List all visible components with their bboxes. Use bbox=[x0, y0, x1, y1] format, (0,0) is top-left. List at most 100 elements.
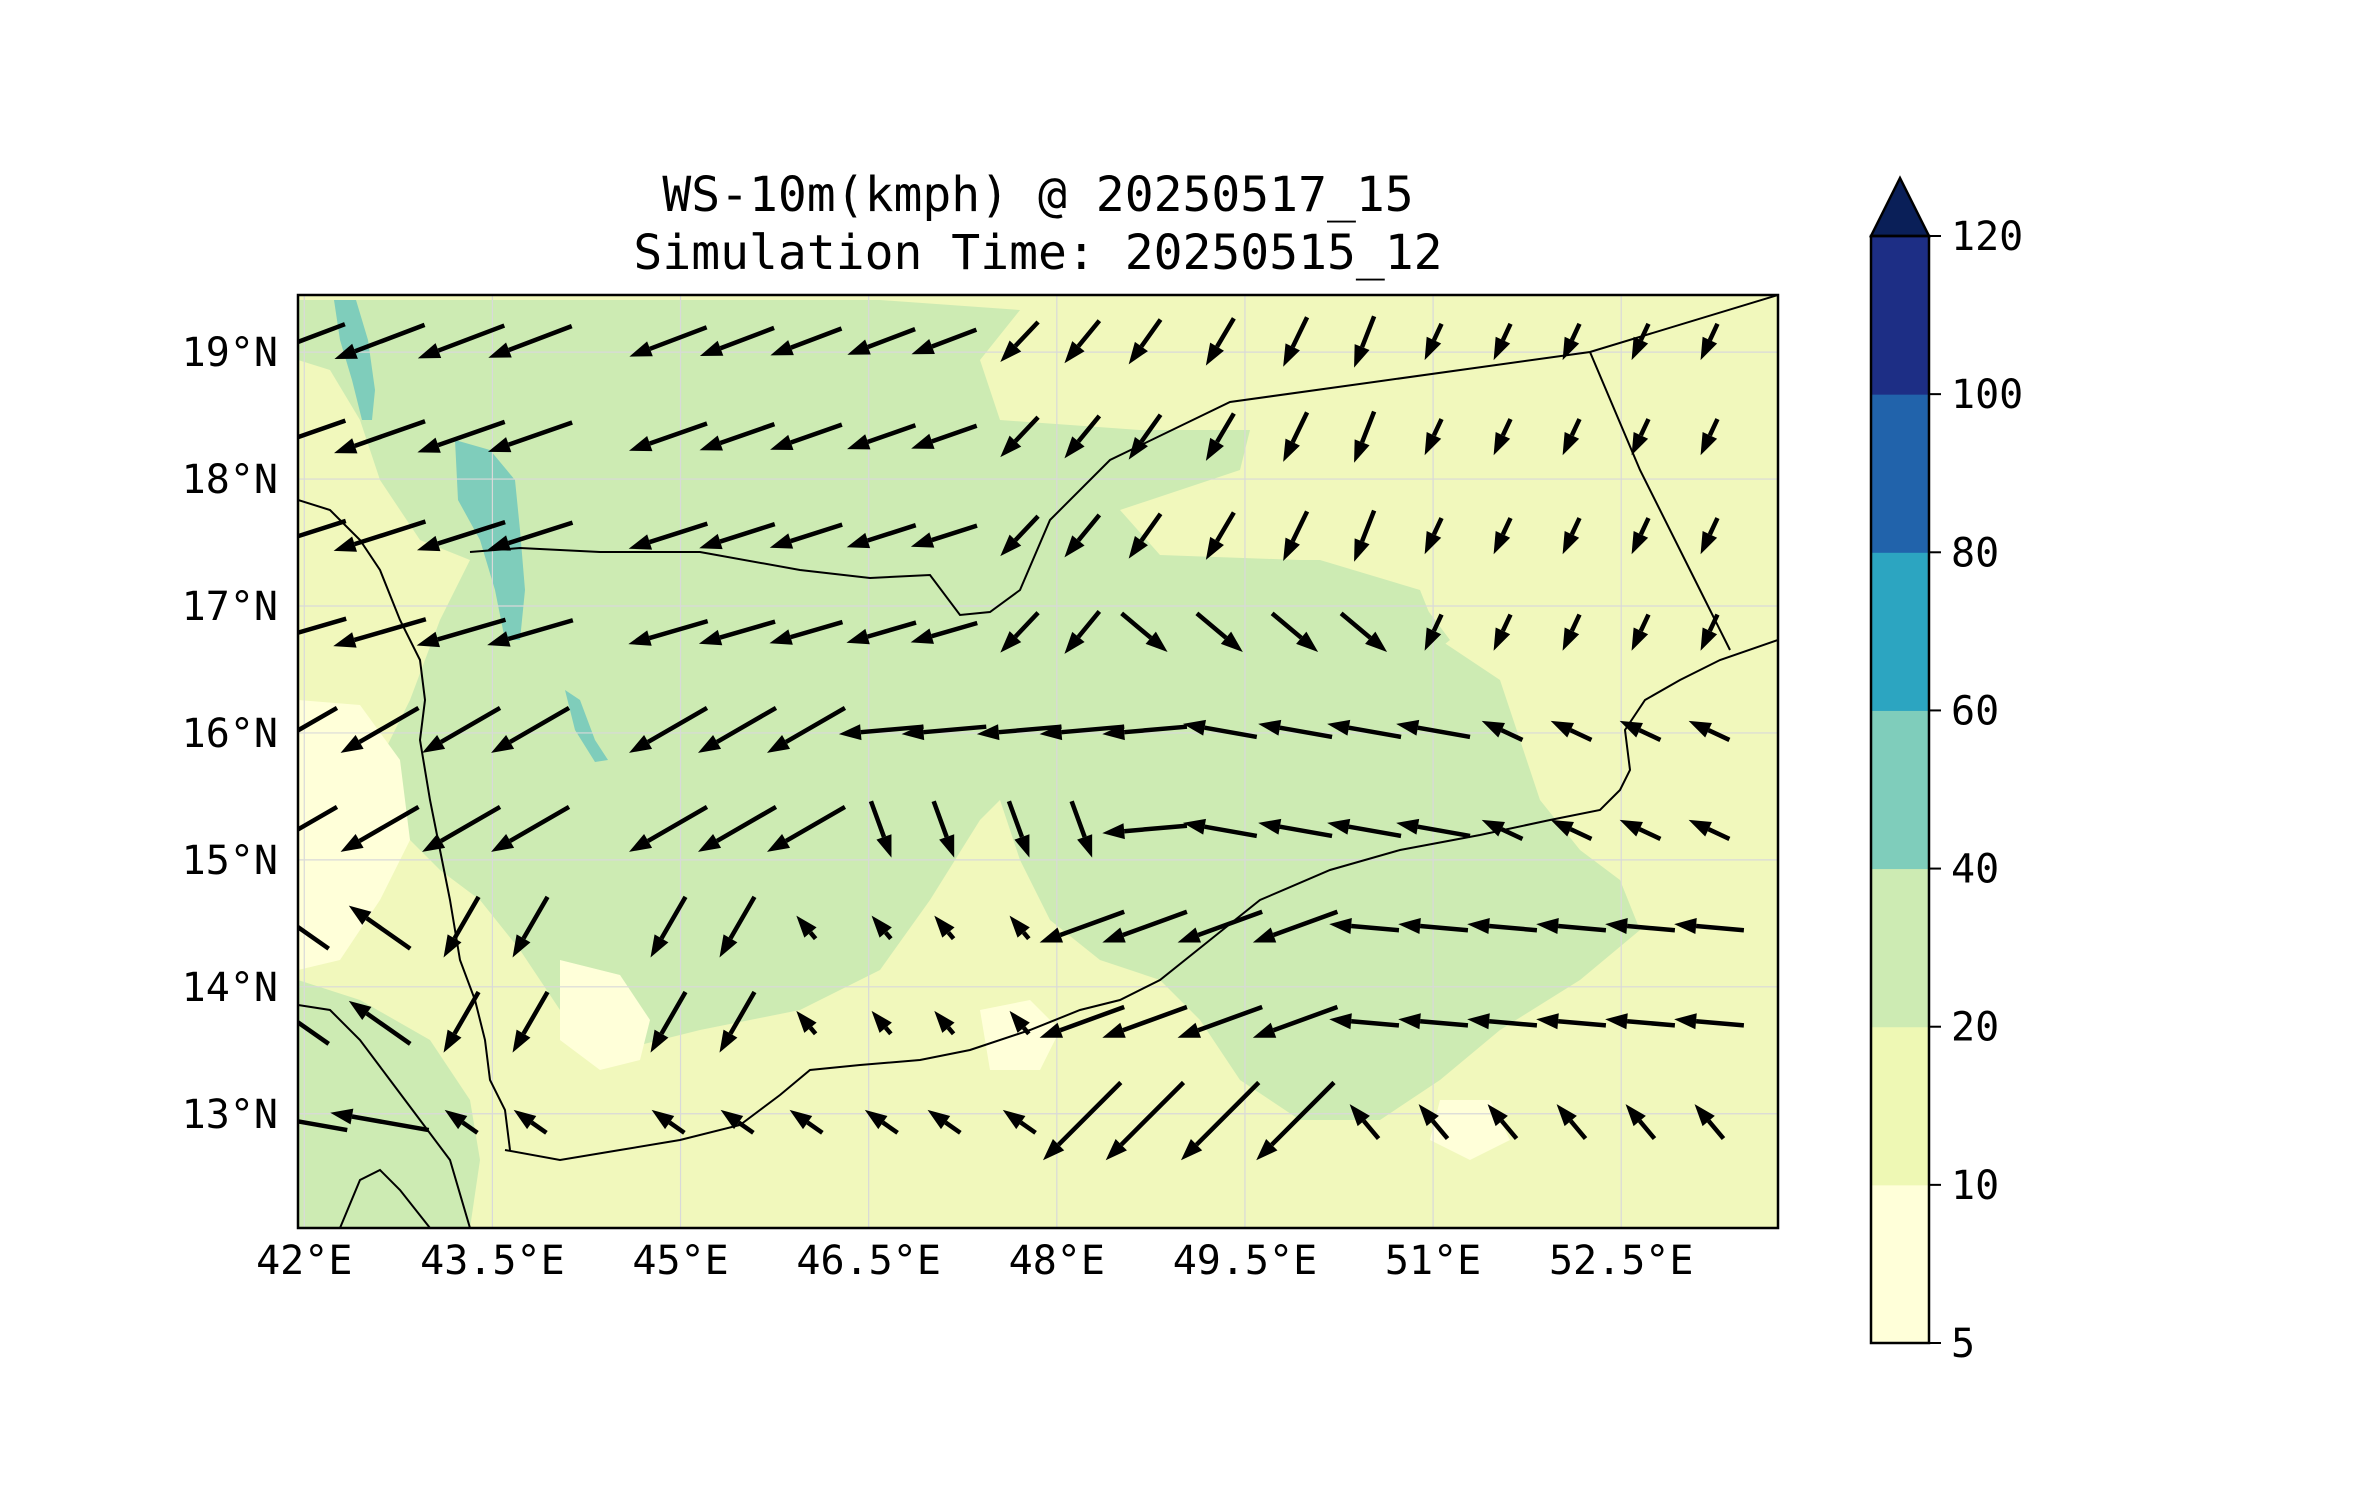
wind-arrow-head bbox=[334, 343, 358, 360]
wind-arrow-head bbox=[1493, 431, 1511, 456]
wind-arrow-shaft bbox=[1290, 316, 1310, 348]
y-tick-label: 16°N bbox=[182, 711, 278, 757]
wind-arrow bbox=[1064, 513, 1102, 558]
wind-arrow-shaft bbox=[354, 419, 426, 448]
wind-arrow-shaft bbox=[1215, 511, 1236, 543]
wind-arrow-shaft bbox=[1707, 827, 1731, 841]
wind-arrow bbox=[1700, 322, 1720, 361]
wind-arrow-shaft bbox=[1021, 931, 1031, 941]
wind-arrow bbox=[766, 705, 847, 753]
wind-arrow bbox=[699, 325, 775, 357]
wind-arrow bbox=[698, 705, 778, 753]
wind-arrow bbox=[298, 924, 331, 951]
wind-arrow bbox=[1205, 317, 1236, 366]
wind-arrow-shaft bbox=[1013, 611, 1040, 639]
wind-arrow bbox=[1205, 511, 1236, 560]
wind-arrow-shaft bbox=[298, 1119, 348, 1133]
wind-arrow-shaft bbox=[715, 804, 778, 843]
wind-arrow-shaft bbox=[1013, 415, 1040, 443]
wind-arrow-head bbox=[1252, 1022, 1277, 1038]
wind-arrow bbox=[333, 617, 427, 648]
colorbar-extend-triangle bbox=[1868, 175, 1932, 238]
wind-arrow-shaft bbox=[868, 800, 887, 838]
y-tick-label: 19°N bbox=[182, 330, 278, 376]
wind-arrow-shaft bbox=[353, 617, 427, 643]
wind-arrow-shaft bbox=[790, 326, 843, 350]
wind-arrow bbox=[1619, 819, 1662, 841]
wind-arrow-shaft bbox=[1431, 1119, 1450, 1141]
wind-arrow bbox=[911, 327, 978, 355]
wind-arrow-head bbox=[1177, 927, 1201, 943]
y-tick-label: 13°N bbox=[182, 1092, 278, 1138]
wind-arrow bbox=[651, 1109, 686, 1135]
wind-arrow-shaft bbox=[353, 519, 427, 547]
wind-arrow bbox=[1064, 609, 1102, 654]
wind-arrow-shaft bbox=[649, 325, 708, 351]
wind-arrow bbox=[1556, 1104, 1588, 1141]
wind-arrow bbox=[720, 1109, 755, 1135]
wind-arrow bbox=[719, 990, 757, 1053]
wind-arrow-shaft bbox=[1076, 609, 1102, 639]
wind-arrow-head bbox=[1536, 918, 1559, 934]
wind-arrow-shaft bbox=[1706, 1119, 1726, 1141]
wind-arrow-head bbox=[1694, 1104, 1715, 1127]
wind-arrow-shaft bbox=[1500, 728, 1524, 742]
wind-arrow-head bbox=[1105, 1139, 1127, 1161]
wind-arrow bbox=[770, 422, 843, 451]
wind-arrow-shaft bbox=[1215, 412, 1236, 444]
wind-arrow-head bbox=[846, 532, 871, 549]
wind-arrow-shaft bbox=[1272, 909, 1339, 938]
wind-arrow-head bbox=[719, 934, 738, 958]
wind-arrow bbox=[796, 1010, 818, 1036]
wind-speed-shading bbox=[298, 295, 1778, 1228]
wind-arrow-shaft bbox=[1626, 923, 1676, 933]
wind-arrow-head bbox=[1562, 336, 1580, 361]
wind-arrow-head bbox=[846, 628, 870, 645]
wind-arrow bbox=[298, 616, 347, 635]
wind-arrow-shaft bbox=[1557, 923, 1607, 933]
wind-arrow-shaft bbox=[1076, 414, 1102, 443]
wind-arrow-head bbox=[1424, 336, 1442, 361]
wind-arrow-shaft bbox=[1707, 728, 1731, 742]
colorbar-segment bbox=[1871, 394, 1929, 553]
map-title: WS-10m(kmph) @ 20250517_15 bbox=[662, 167, 1414, 223]
coastlines-and-borders bbox=[298, 295, 1778, 1228]
shading-20-40-north-strip bbox=[340, 300, 760, 380]
wind-arrow bbox=[513, 1109, 548, 1135]
wind-arrow-head bbox=[766, 833, 791, 852]
wind-arrow-head bbox=[1009, 915, 1030, 938]
wind-arrow bbox=[417, 419, 506, 453]
wind-arrow bbox=[847, 327, 916, 355]
wind-arrow-shaft bbox=[437, 419, 506, 448]
wind-arrow bbox=[650, 895, 688, 958]
wind-arrow bbox=[1252, 909, 1339, 943]
wind-arrow-shaft bbox=[1013, 320, 1040, 348]
wind-arrow-head bbox=[698, 734, 722, 753]
wind-arrow-shaft bbox=[646, 804, 709, 843]
wind-arrow-shaft bbox=[1290, 411, 1310, 444]
wind-arrow bbox=[1102, 1004, 1188, 1038]
wind-arrow-head bbox=[1467, 918, 1490, 934]
wind-arrow-head bbox=[1205, 437, 1224, 461]
wind-arrow-shaft bbox=[298, 804, 339, 833]
x-tick-label: 51°E bbox=[1385, 1238, 1481, 1284]
wind-arrow-shaft bbox=[867, 327, 916, 350]
wind-arrow-shaft bbox=[1059, 909, 1125, 938]
wind-arrow-shaft bbox=[1076, 513, 1102, 542]
wind-arrow-head bbox=[1329, 918, 1352, 934]
colorbar-tick-label: 5 bbox=[1951, 1321, 1975, 1367]
wind-arrow-head bbox=[1556, 1104, 1577, 1127]
wind-arrow-shaft bbox=[1637, 1119, 1657, 1141]
wind-arrow-head bbox=[864, 1109, 888, 1130]
colorbar-segment bbox=[1871, 710, 1929, 870]
wind-arrow-head bbox=[1688, 819, 1712, 837]
wind-arrow-shaft bbox=[1019, 1120, 1037, 1135]
x-tick-label: 43.5°E bbox=[420, 1238, 565, 1284]
wind-arrow-head bbox=[487, 535, 511, 551]
wind-arrow-head bbox=[1009, 1010, 1030, 1033]
wind-arrow bbox=[491, 705, 571, 753]
wind-arrow-head bbox=[1625, 1104, 1646, 1127]
wind-arrow-shaft bbox=[1707, 517, 1720, 536]
wind-arrow-shaft bbox=[508, 804, 571, 843]
wind-arrow-shaft bbox=[719, 521, 776, 544]
